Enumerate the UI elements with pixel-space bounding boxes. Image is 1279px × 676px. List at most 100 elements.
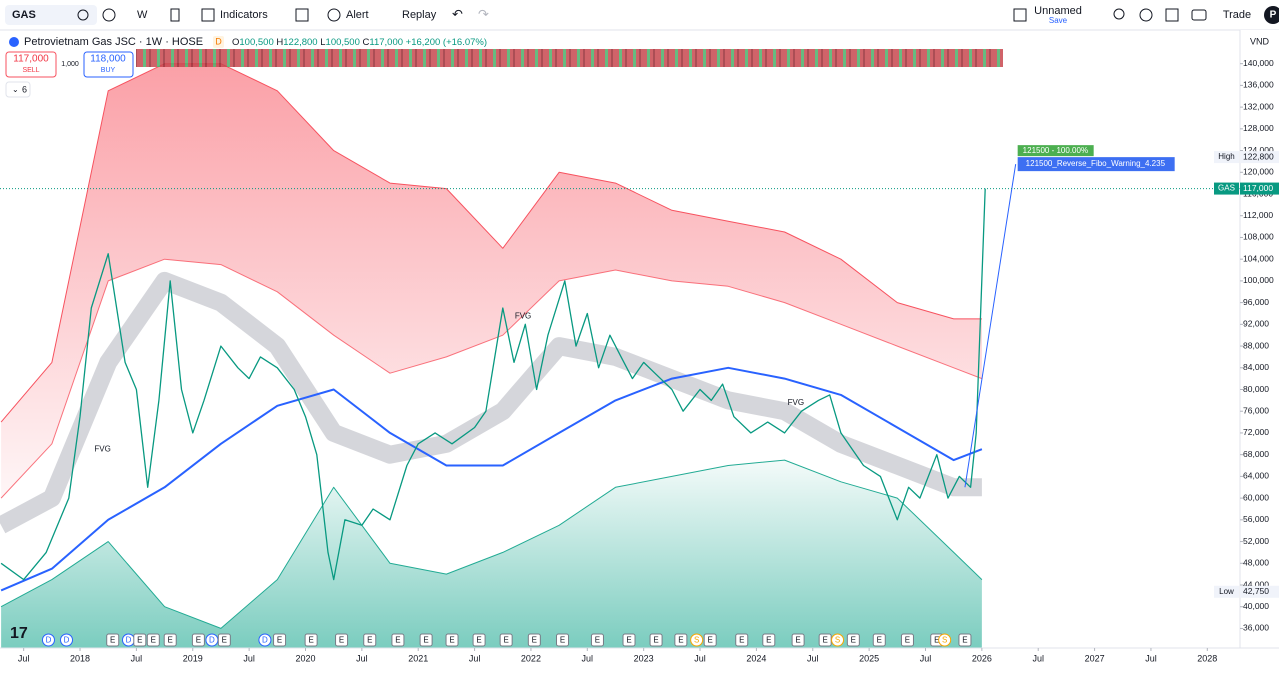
plot-area: FVG FVG FVG 121500 - 100.00% 121500_Reverse_…: [0, 63, 1240, 648]
price-tag-name: GAS: [1218, 184, 1235, 193]
event-label: E: [708, 636, 713, 645]
fib-label-bg: [1017, 157, 1175, 172]
undo[interactable]: ↶: [452, 6, 463, 21]
snapshot-icon[interactable]: [1191, 9, 1207, 21]
high-label: H: [276, 37, 283, 48]
trade-button[interactable]: Trade: [1223, 9, 1251, 21]
redo[interactable]: ↷: [478, 6, 489, 21]
chevron[interactable]: ⌄: [12, 85, 19, 94]
buy-price[interactable]: 118,000: [90, 54, 126, 65]
event-box: [273, 633, 287, 647]
y-tick-label: 128,000: [1243, 123, 1274, 133]
currency[interactable]: VND: [1250, 36, 1270, 46]
middle-band-line: [0, 258, 983, 499]
y-tick-label: 44,000: [1243, 579, 1269, 589]
replay-button[interactable]: Replay: [402, 9, 437, 21]
event-label: E: [962, 636, 967, 645]
event-box: [735, 633, 749, 647]
x-tick-label: 2020: [295, 653, 315, 663]
event-label: E: [560, 636, 565, 645]
templates[interactable]: [295, 8, 309, 22]
x-tick-label: Jul: [356, 653, 368, 663]
event-label: E: [308, 636, 313, 645]
spread: 1,000: [61, 61, 79, 68]
event-label: E: [766, 636, 771, 645]
sell-label[interactable]: SELL: [22, 67, 39, 74]
event-box: [217, 633, 231, 647]
sell-price[interactable]: 117,000: [13, 54, 49, 65]
event-label: S: [694, 636, 699, 645]
event-box: [556, 633, 570, 647]
upper-band-fill: [1, 63, 982, 499]
event-label: E: [739, 636, 744, 645]
symbol-search[interactable]: [5, 5, 97, 25]
event-box: [419, 633, 433, 647]
x-tick-label: 2022: [521, 653, 541, 663]
add-symbol[interactable]: [102, 8, 116, 22]
fib-level: 121500 - 100.00%: [1023, 146, 1088, 155]
y-tick-label: 52,000: [1243, 536, 1269, 546]
event-box: [335, 633, 349, 647]
y-tick-label: 40,000: [1243, 601, 1269, 611]
event-label: E: [196, 636, 201, 645]
avatar-letter[interactable]: P: [1270, 10, 1277, 21]
event-label: E: [877, 636, 882, 645]
interval[interactable]: W: [137, 9, 148, 21]
event-label: E: [653, 636, 658, 645]
event-box: [445, 633, 459, 647]
event-label: E: [532, 636, 537, 645]
axes: VND 17 36,000 40,000 44,000 48,000 52,000 56,…: [0, 30, 1279, 671]
buy-label[interactable]: BUY: [101, 67, 116, 74]
layout-name[interactable]: Unnamed: [1034, 5, 1082, 17]
alert-button[interactable]: Alert: [346, 9, 369, 21]
y-tick-label: 136,000: [1243, 80, 1274, 90]
symbol[interactable]: GAS: [12, 9, 36, 21]
price-tag-value: 122,800: [1243, 151, 1274, 161]
fvg-label: FVG: [788, 398, 804, 407]
x-tick-label: Jul: [920, 653, 932, 663]
indicators-icon[interactable]: [201, 8, 215, 22]
price-tag-bg: [1240, 151, 1279, 164]
sell-button[interactable]: [5, 51, 57, 78]
alert-icon[interactable]: [327, 8, 341, 22]
indicator-count[interactable]: 6: [22, 84, 27, 94]
lower-band-line: [0, 459, 983, 629]
event-box: [872, 633, 886, 647]
event-label: E: [851, 636, 856, 645]
event-circle: [938, 633, 952, 647]
x-tick-label: Jul: [1032, 653, 1044, 663]
indicators-button[interactable]: Indicators: [220, 9, 268, 21]
event-circle: [690, 633, 704, 647]
event-label: E: [503, 636, 508, 645]
avatar[interactable]: [1264, 6, 1279, 24]
x-tick-label: 2024: [746, 653, 766, 663]
y-tick-label: 76,000: [1243, 405, 1269, 415]
x-tick-label: 2023: [634, 653, 654, 663]
y-tick-label: 100,000: [1243, 275, 1274, 285]
settings-icon[interactable]: [1139, 8, 1153, 22]
event-box: [762, 633, 776, 647]
layout-checkbox[interactable]: [1013, 8, 1027, 22]
event-label: E: [795, 636, 800, 645]
event-label: E: [449, 636, 454, 645]
x-tick-label: Jul: [694, 653, 706, 663]
indicators-toggle[interactable]: [5, 81, 31, 98]
flag: D: [215, 36, 222, 46]
heatmap-strip: [136, 49, 1003, 67]
symbol-icon[interactable]: [77, 9, 89, 21]
close-label: C: [363, 37, 370, 48]
event-label: D: [262, 636, 268, 645]
search-icon[interactable]: [1113, 8, 1125, 20]
x-tick-label: Jul: [18, 653, 30, 663]
low-label: L: [320, 37, 325, 48]
event-box: [472, 633, 486, 647]
event-label: E: [595, 636, 600, 645]
price-line: [0, 188, 986, 581]
x-tick-label: Jul: [243, 653, 255, 663]
fullscreen-icon[interactable]: [1165, 8, 1179, 22]
chart-type[interactable]: [170, 8, 180, 22]
buy-button[interactable]: [83, 51, 134, 78]
layout-status[interactable]: Save: [1049, 16, 1068, 25]
ohlc: O100,500 H122,800 L100,500 C117,000 +16,…: [232, 37, 487, 48]
event-box: [391, 633, 405, 647]
